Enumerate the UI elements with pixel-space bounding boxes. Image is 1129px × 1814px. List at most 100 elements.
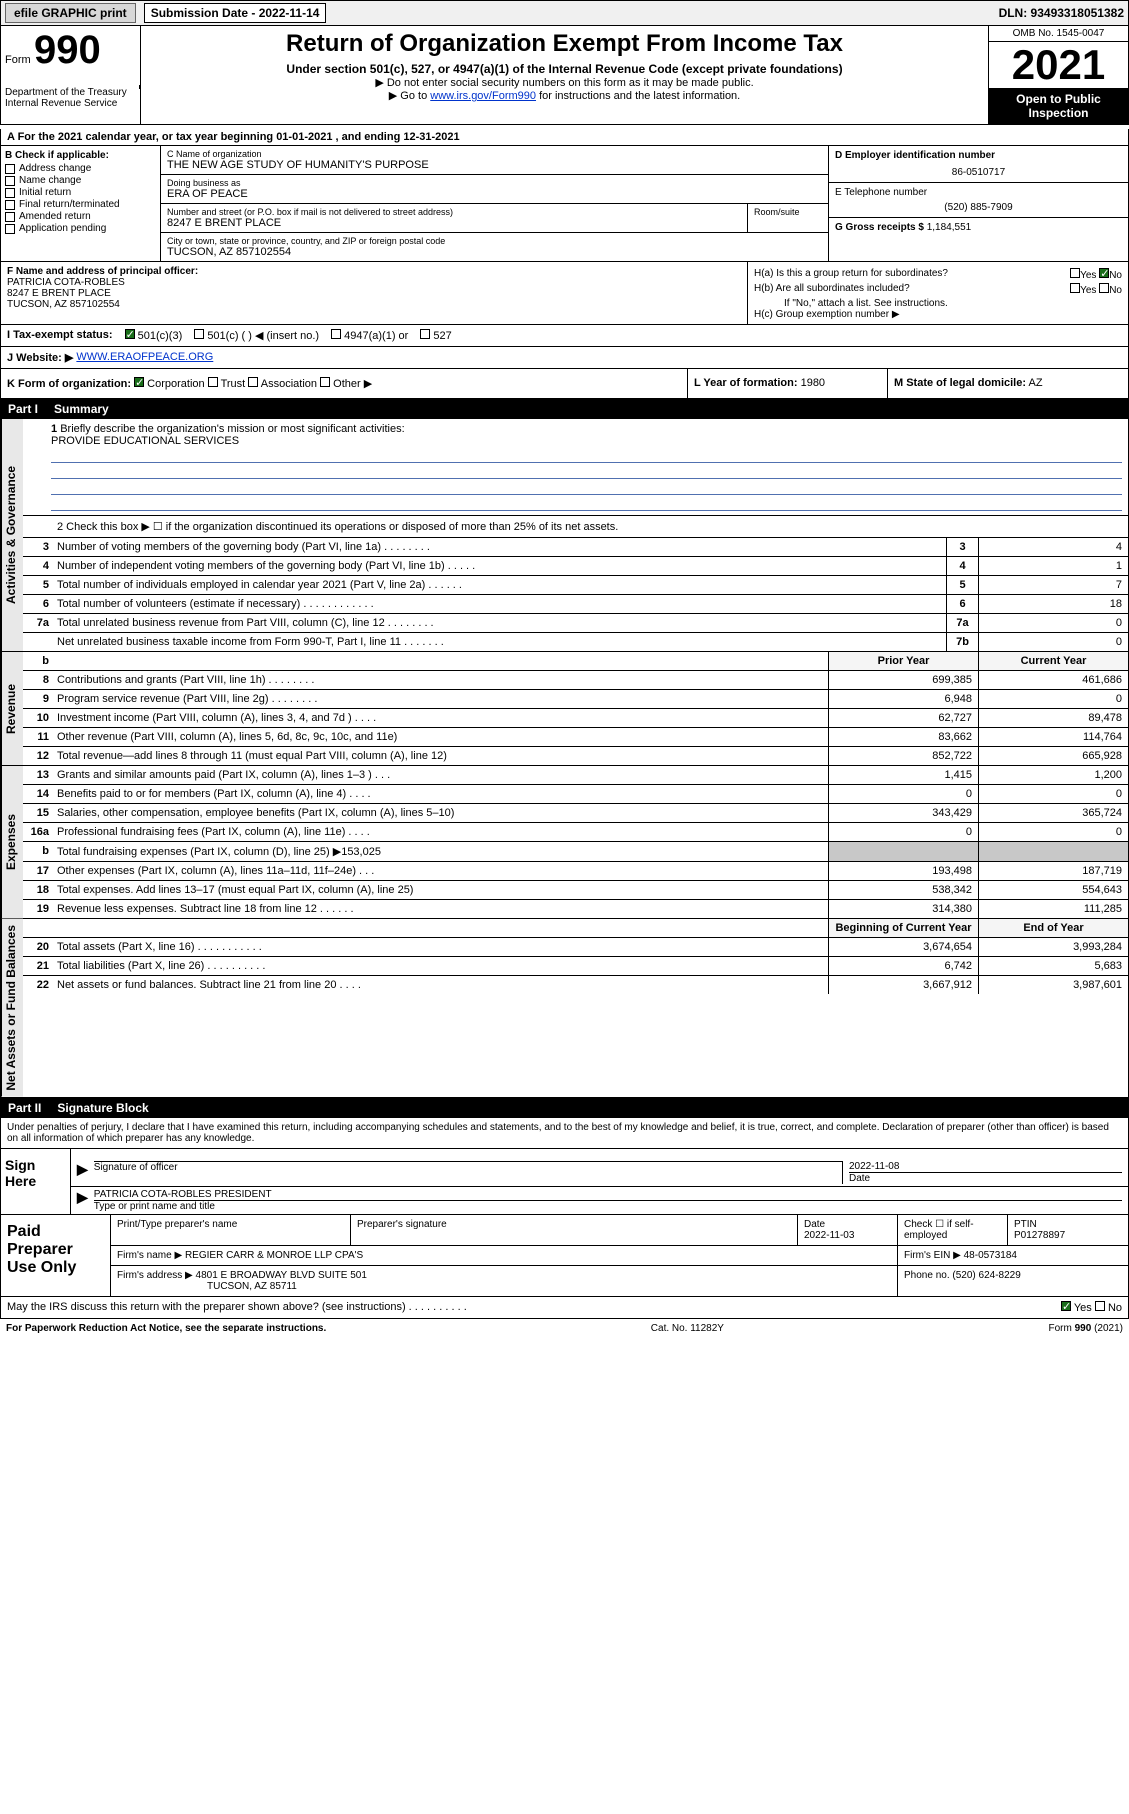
state-domicile: M State of legal domicile: AZ (888, 369, 1128, 398)
self-employed-ck[interactable]: Check ☐ if self-employed (898, 1215, 1008, 1245)
ptin-hdr: PTIN (1014, 1219, 1037, 1230)
sign-here-label: Sign Here (1, 1149, 71, 1214)
line-2-note: 2 Check this box ▶ ☐ if the organization… (23, 516, 1128, 538)
ck-name-change[interactable]: Name change (5, 175, 156, 186)
department: Department of the Treasury Internal Reve… (0, 85, 140, 89)
ck-4947[interactable] (331, 329, 341, 339)
table-row: 5 Total number of individuals employed i… (23, 576, 1128, 595)
ck-527[interactable] (420, 329, 430, 339)
firm-phone-lbl: Phone no. (904, 1270, 950, 1281)
firm-addr-lbl: Firm's address ▶ (117, 1270, 193, 1281)
table-row: 12 Total revenue—add lines 8 through 11 … (23, 747, 1128, 765)
sub3-post: for instructions and the latest informat… (536, 90, 740, 102)
col-b-checkboxes: B Check if applicable: Address change Na… (1, 146, 161, 261)
ck-association[interactable] (248, 377, 258, 387)
ein-label: D Employer identification number (835, 150, 1122, 161)
current-year-hdr: Current Year (978, 652, 1128, 670)
type-name-label: Type or print name and title (94, 1201, 1122, 1212)
ck-amended-return[interactable]: Amended return (5, 211, 156, 222)
signature-block: Under penalties of perjury, I declare th… (0, 1118, 1129, 1297)
row-i-tax-status: I Tax-exempt status: 501(c)(3) 501(c) ( … (0, 325, 1129, 347)
address-label: Number and street (or P.O. box if mail i… (167, 207, 741, 217)
h-b-label: H(b) Are all subordinates included? (754, 283, 910, 296)
table-row: 14 Benefits paid to or for members (Part… (23, 785, 1128, 804)
may-irs-no[interactable] (1095, 1301, 1105, 1311)
table-row: 20 Total assets (Part X, line 16) . . . … (23, 938, 1128, 957)
side-revenue: Revenue (1, 652, 23, 765)
principal-officer: F Name and address of principal officer:… (1, 262, 748, 324)
line-a-tax-year: A For the 2021 calendar year, or tax yea… (0, 129, 1129, 146)
sub3-pre: ▶ Go to (389, 90, 430, 102)
ck-address-change[interactable]: Address change (5, 163, 156, 174)
ck-501c3[interactable] (125, 329, 135, 339)
dba-value: ERA OF PEACE (167, 188, 822, 200)
tax-status-label: I Tax-exempt status: (7, 329, 113, 342)
table-row: 16a Professional fundraising fees (Part … (23, 823, 1128, 842)
ck-corporation[interactable] (134, 377, 144, 387)
tax-year: 2021 (989, 42, 1128, 88)
address-value: 8247 E BRENT PLACE (167, 217, 741, 229)
website-link[interactable]: WWW.ERAOFPEACE.ORG (76, 351, 213, 364)
table-row: 18 Total expenses. Add lines 13–17 (must… (23, 881, 1128, 900)
table-row: 22 Net assets or fund balances. Subtract… (23, 976, 1128, 994)
form-year-box: OMB No. 1545-0047 2021 Open to Public In… (988, 26, 1128, 124)
pra-notice: For Paperwork Reduction Act Notice, see … (6, 1323, 326, 1334)
city-value: TUCSON, AZ 857102554 (167, 246, 822, 258)
h-a-yes[interactable] (1070, 268, 1080, 278)
ck-initial-return[interactable]: Initial return (5, 187, 156, 198)
firm-phone-val: (520) 624-8229 (952, 1270, 1020, 1281)
h-b-yes[interactable] (1070, 283, 1080, 293)
part-1-header: Part I Summary (0, 399, 1129, 419)
omb-number: OMB No. 1545-0047 (989, 26, 1128, 42)
group-return: H(a) Is this a group return for subordin… (748, 262, 1128, 324)
ck-other[interactable] (320, 377, 330, 387)
ck-application-pending[interactable]: Application pending (5, 223, 156, 234)
table-row: 9 Program service revenue (Part VIII, li… (23, 690, 1128, 709)
side-expenses: Expenses (1, 766, 23, 918)
form-number-box: Form 990 (1, 26, 141, 124)
mission-question: Briefly describe the organization's miss… (60, 423, 404, 435)
firm-addr1: 4801 E BROADWAY BLVD SUITE 501 (196, 1270, 367, 1281)
form-header: Form 990 Return of Organization Exempt F… (0, 26, 1129, 125)
h-b-no[interactable] (1099, 283, 1109, 293)
table-row: 15 Salaries, other compensation, employe… (23, 804, 1128, 823)
table-row: b Total fundraising expenses (Part IX, c… (23, 842, 1128, 862)
arrow-icon: ▶ (77, 1189, 94, 1212)
efile-print-button[interactable]: efile GRAPHIC print (5, 3, 136, 23)
arrow-icon: ▶ (77, 1161, 94, 1184)
ck-trust[interactable] (208, 377, 218, 387)
dba-label: Doing business as (167, 178, 822, 188)
sig-date-label: Date (849, 1173, 1122, 1184)
beg-year-hdr: Beginning of Current Year (828, 919, 978, 937)
ck-final-return[interactable]: Final return/terminated (5, 199, 156, 210)
table-row: 17 Other expenses (Part IX, column (A), … (23, 862, 1128, 881)
irs-link[interactable]: www.irs.gov/Form990 (430, 90, 536, 102)
ck-501c[interactable] (194, 329, 204, 339)
side-net-assets: Net Assets or Fund Balances (1, 919, 23, 1097)
firm-addr2: TUCSON, AZ 85711 (117, 1281, 297, 1292)
officer-name-title: PATRICIA COTA-ROBLES PRESIDENT (94, 1189, 1122, 1201)
preparer-name-hdr: Print/Type preparer's name (111, 1215, 351, 1245)
row-j-website: J Website: ▶ WWW.ERAOFPEACE.ORG (0, 347, 1129, 369)
h-a-label: H(a) Is this a group return for subordin… (754, 268, 948, 281)
officer-name: PATRICIA COTA-ROBLES (7, 277, 125, 288)
dln: DLN: 93493318051382 (999, 6, 1124, 20)
table-row: 10 Investment income (Part VIII, column … (23, 709, 1128, 728)
sig-date-value: 2022-11-08 (849, 1161, 1122, 1173)
room-suite: Room/suite (748, 204, 828, 232)
net-header-row: Beginning of Current Year End of Year (23, 919, 1128, 938)
may-irs-yes[interactable] (1061, 1301, 1071, 1311)
may-irs-question: May the IRS discuss this return with the… (7, 1301, 467, 1314)
table-row: Net unrelated business taxable income fr… (23, 633, 1128, 651)
form-number: 990 (34, 28, 101, 72)
ein-value: 86-0510717 (835, 167, 1122, 178)
part-2-num: Part II (8, 1101, 41, 1115)
net-assets-section: Net Assets or Fund Balances Beginning of… (0, 919, 1129, 1098)
h-a-no[interactable] (1099, 268, 1109, 278)
open-inspection: Open to Public Inspection (989, 88, 1128, 124)
table-row: 7a Total unrelated business revenue from… (23, 614, 1128, 633)
h-c-label: H(c) Group exemption number ▶ (754, 309, 1122, 320)
form-subtitle-3: ▶ Go to www.irs.gov/Form990 for instruct… (147, 89, 982, 102)
col-d-e-g: D Employer identification number 86-0510… (828, 146, 1128, 261)
mission-answer: PROVIDE EDUCATIONAL SERVICES (51, 435, 239, 447)
